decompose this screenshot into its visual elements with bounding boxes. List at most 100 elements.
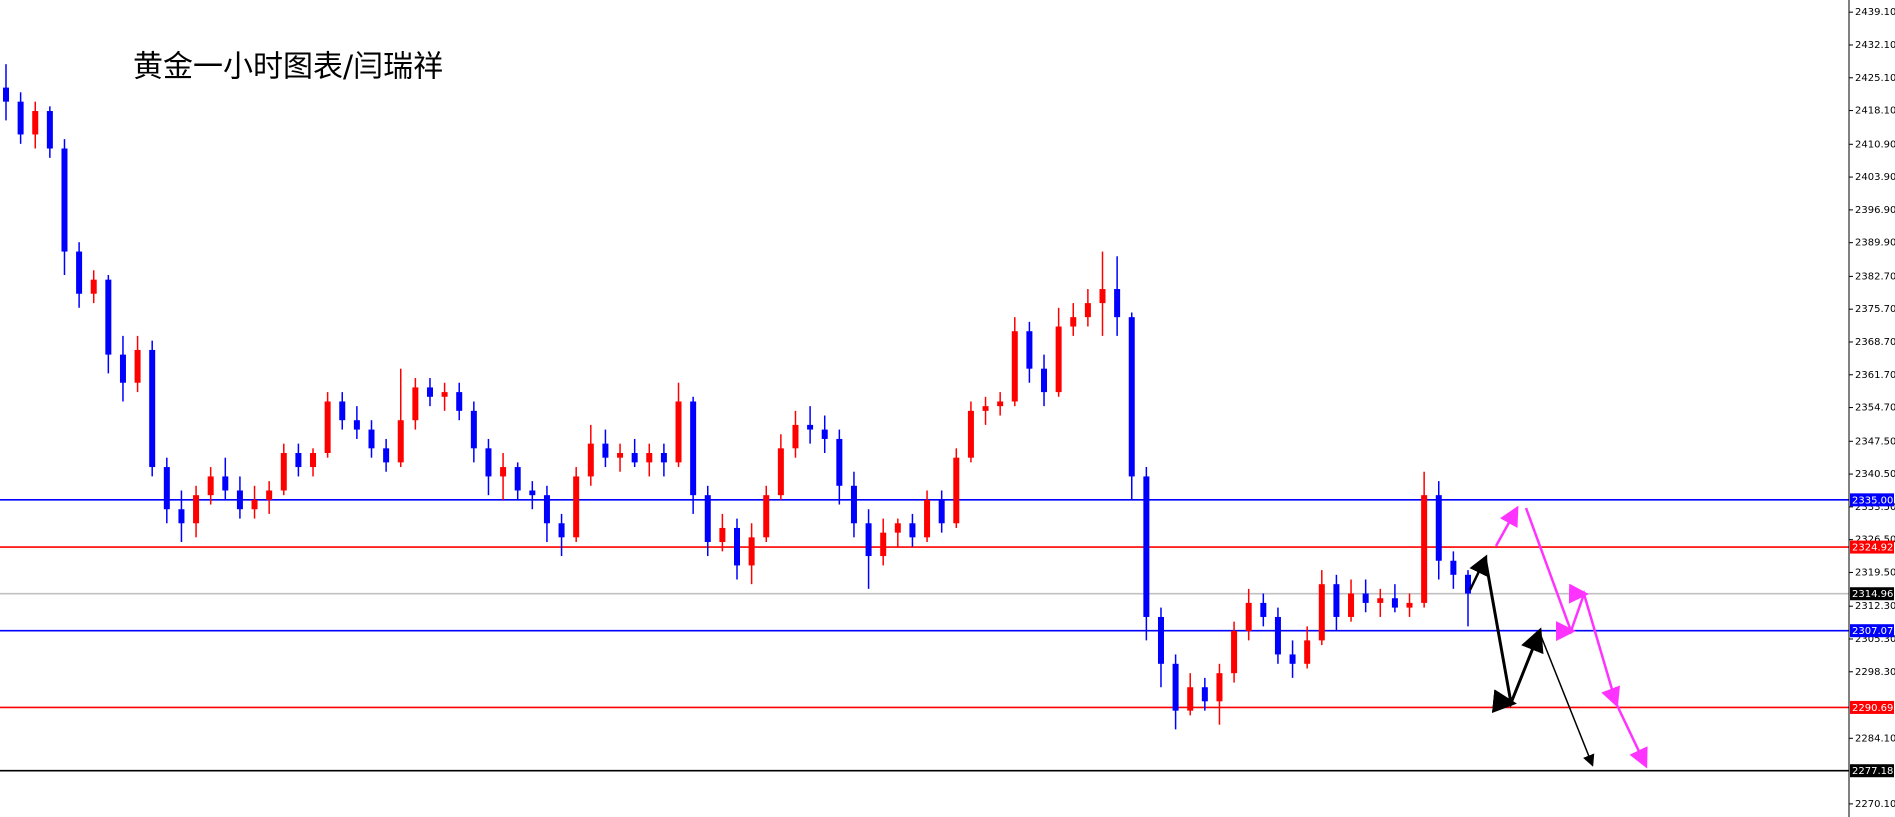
candle-body xyxy=(1026,331,1033,369)
candle-body xyxy=(777,448,784,496)
candle-body xyxy=(967,410,974,458)
candle-body xyxy=(880,532,887,557)
candle-body xyxy=(865,523,872,557)
candle-body xyxy=(1421,495,1428,603)
candle-body xyxy=(587,443,594,477)
y-tick-label: 2403.90 xyxy=(1855,172,1895,183)
candle-body xyxy=(353,420,360,430)
candle-body xyxy=(236,490,243,510)
candle-body xyxy=(46,111,53,149)
candle-body xyxy=(90,279,97,294)
level-label: 2314.96 xyxy=(1852,589,1893,600)
y-tick-label: 2410.90 xyxy=(1855,139,1895,150)
candle-body xyxy=(500,467,507,477)
y-tick-label: 2333.50 xyxy=(1855,502,1895,513)
arrow xyxy=(1538,630,1595,767)
candle-body xyxy=(1333,584,1340,617)
candle-body xyxy=(178,509,185,524)
candle-body xyxy=(295,453,302,468)
y-axis: 2439.10 2432.10 2425.10 2418.10 2410.90 2403.… xyxy=(1849,7,1895,810)
candle-body xyxy=(938,499,945,524)
y-tick-label: 2361.70 xyxy=(1855,370,1895,381)
candle-body xyxy=(441,392,448,397)
candle-body xyxy=(426,387,433,397)
level-label: 2335.00 xyxy=(1852,495,1893,506)
level-label: 2307.07 xyxy=(1852,626,1893,637)
candle-body xyxy=(339,401,346,421)
levels xyxy=(0,499,1849,772)
level-label: 2324.92 xyxy=(1852,543,1893,554)
candle-body xyxy=(602,443,609,458)
y-tick-label: 2305.30 xyxy=(1855,634,1895,645)
candle-body xyxy=(1274,616,1281,655)
candle-body xyxy=(821,429,828,439)
candle-body xyxy=(1231,631,1238,674)
candle-body xyxy=(1011,331,1018,402)
candle-body xyxy=(280,453,287,491)
level-label: 2290.69 xyxy=(1852,703,1893,714)
level-label: 2277.18 xyxy=(1852,766,1893,777)
level-label-bg xyxy=(1850,540,1894,554)
level-label-bg xyxy=(1850,624,1894,638)
candle-body xyxy=(894,523,901,533)
candle-body xyxy=(573,476,580,538)
y-tick-label: 2354.70 xyxy=(1855,403,1895,414)
candle-body xyxy=(1465,574,1471,594)
y-tick-label: 2375.70 xyxy=(1855,304,1895,315)
candle-body xyxy=(1055,326,1062,393)
candle-body xyxy=(617,453,624,458)
candle-body xyxy=(719,527,726,543)
y-tick-label: 2432.10 xyxy=(1855,40,1895,51)
y-tick-label: 2340.50 xyxy=(1855,469,1895,480)
candle-body xyxy=(1289,654,1296,664)
candle-body xyxy=(1084,303,1091,318)
y-tick-label: 2368.70 xyxy=(1855,337,1895,348)
candle-body xyxy=(1377,598,1384,603)
candle-body xyxy=(953,457,960,524)
candle-body xyxy=(1245,602,1252,632)
y-tick-label: 2425.10 xyxy=(1855,73,1895,84)
y-tick-label: 2319.50 xyxy=(1855,567,1895,578)
candle-body xyxy=(1391,598,1398,608)
candle-body xyxy=(3,87,9,102)
candle-body xyxy=(1304,640,1311,664)
candle-body xyxy=(836,438,843,486)
candle-body xyxy=(149,349,156,468)
candle-body xyxy=(763,495,770,538)
candle-body xyxy=(222,476,229,491)
candle-body xyxy=(32,111,39,135)
candle-body xyxy=(1187,687,1194,711)
candle-body xyxy=(514,467,521,491)
candle-body xyxy=(470,410,477,449)
candle-body xyxy=(748,537,755,566)
candle-body xyxy=(1201,687,1208,702)
arrow xyxy=(1468,554,1488,591)
candle-body xyxy=(383,448,390,463)
y-tick-label: 2418.10 xyxy=(1855,106,1895,117)
arrow xyxy=(1524,507,1648,769)
candle-body xyxy=(646,453,653,463)
y-tick-label: 2389.90 xyxy=(1855,238,1895,249)
y-tick-label: 2396.90 xyxy=(1855,205,1895,216)
candle-body xyxy=(558,523,565,538)
candle-body xyxy=(119,354,126,383)
y-tick-label: 2298.30 xyxy=(1855,667,1895,678)
candle-body xyxy=(675,401,682,463)
candle-body xyxy=(982,406,989,411)
candle-body xyxy=(734,527,740,566)
projection-arrows xyxy=(1468,505,1648,769)
candles xyxy=(3,64,1471,730)
candle-body xyxy=(1406,602,1413,608)
candle-body xyxy=(1114,289,1121,318)
y-tick-label: 2270.10 xyxy=(1855,799,1895,810)
candle-body xyxy=(207,476,214,496)
candle-body xyxy=(1099,289,1106,304)
candle-body xyxy=(105,279,112,355)
candle-body xyxy=(1041,368,1048,393)
level-label-bg xyxy=(1850,587,1894,601)
candle-body xyxy=(1362,593,1369,603)
chart-title: 黄金一小时图表/闫瑞祥 xyxy=(133,50,443,85)
candle-body xyxy=(324,401,331,454)
candle-body xyxy=(690,401,697,496)
